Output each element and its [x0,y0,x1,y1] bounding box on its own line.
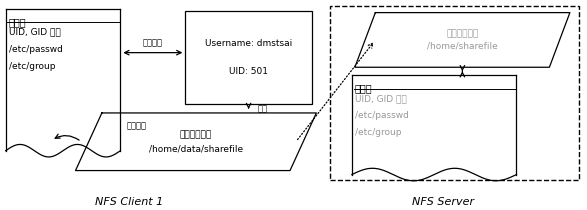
FancyBboxPatch shape [330,6,579,180]
Text: 題示參照: 題示參照 [126,121,146,130]
Text: /home/data/sharefile: /home/data/sharefile [149,144,243,154]
Text: /etc/group: /etc/group [9,62,55,71]
Text: /home/sharefile: /home/sharefile [427,41,498,50]
Text: /etc/passwd: /etc/passwd [9,45,62,54]
Text: 用戶端: 用戶端 [9,17,26,27]
Text: NFS Server: NFS Server [411,197,474,207]
Text: 身份參照: 身份參照 [143,38,163,47]
Text: UID: 501: UID: 501 [229,67,268,76]
Text: 主機端: 主機端 [355,84,372,93]
Text: /etc/passwd: /etc/passwd [355,111,409,120]
Text: 來自伺服器的: 來自伺服器的 [180,130,212,139]
Text: NFS Client 1: NFS Client 1 [96,197,164,207]
Text: UID, GID 參照: UID, GID 參照 [355,94,407,103]
Text: UID, GID 參照: UID, GID 參照 [9,28,60,36]
Text: 存收: 存收 [257,104,268,113]
Text: /etc/group: /etc/group [355,128,402,137]
Text: 實際檔案系統: 實際檔案系統 [446,29,478,38]
FancyBboxPatch shape [185,11,312,104]
Text: Username: dmstsai: Username: dmstsai [205,39,292,48]
